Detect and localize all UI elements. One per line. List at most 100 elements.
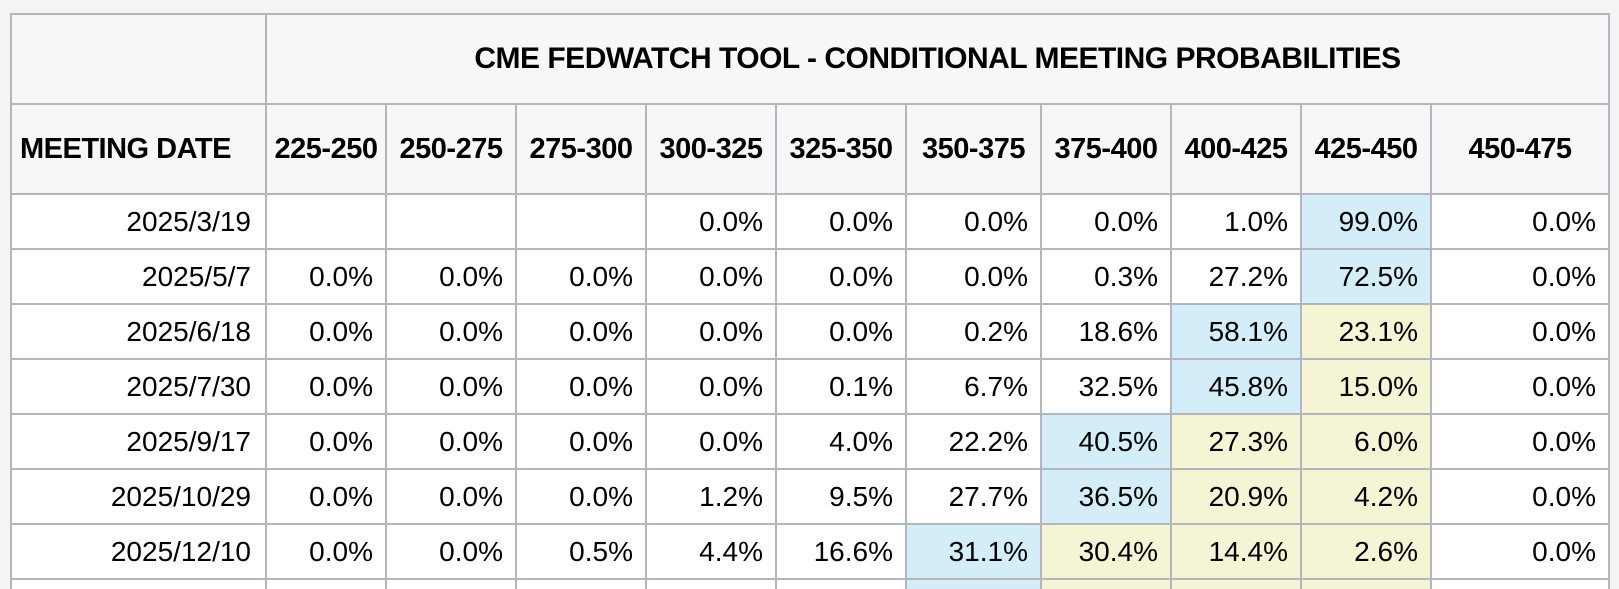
probability-cell: 27.2%: [1170, 248, 1302, 305]
meeting-date-cell: 2025/9/17: [10, 413, 267, 470]
probability-cell: 16.6%: [775, 523, 907, 580]
meeting-date-cell: 2025/12/10: [10, 523, 267, 580]
meeting-date-cell: [10, 578, 267, 589]
probability-cell: [385, 578, 517, 589]
probability-cell: [1170, 578, 1302, 589]
table-row: 2025/6/18 0.0% 0.0% 0.0% 0.0% 0.0% 0.2% 18.6% 58…: [10, 303, 1610, 360]
table-head: CME FEDWATCH TOOL - CONDITIONAL MEETING …: [10, 13, 1610, 195]
rate-range-header: 325-350: [775, 103, 907, 195]
probability-cell: 0.0%: [265, 413, 387, 470]
probability-cell: [1430, 578, 1610, 589]
probability-cell: 18.6%: [1040, 303, 1172, 360]
probability-cell: 99.0%: [1300, 193, 1432, 250]
probability-cell: 1.2%: [645, 468, 777, 525]
table-row-partial: [10, 578, 1610, 589]
probability-cell: 0.0%: [905, 248, 1042, 305]
probability-cell: 72.5%: [1300, 248, 1432, 305]
probability-cell: 6.0%: [1300, 413, 1432, 470]
probability-cell: 0.0%: [1430, 523, 1610, 580]
probability-cell: 0.2%: [905, 303, 1042, 360]
probability-cell: 0.0%: [1430, 248, 1610, 305]
table-row: 2025/7/30 0.0% 0.0% 0.0% 0.0% 0.1% 6.7% 32.5% 45…: [10, 358, 1610, 415]
rate-header-row: MEETING DATE 225-250 250-275 275-300 300-32…: [10, 103, 1610, 195]
probability-cell: 30.4%: [1040, 523, 1172, 580]
probability-cell: 0.0%: [645, 303, 777, 360]
probability-cell: [515, 578, 647, 589]
probability-cell: 20.9%: [1170, 468, 1302, 525]
probability-cell: [515, 193, 647, 250]
rate-range-header: 450-475: [1430, 103, 1610, 195]
probability-cell: 31.1%: [905, 523, 1042, 580]
probability-cell: [265, 578, 387, 589]
probability-cell: 40.5%: [1040, 413, 1172, 470]
probability-cell: 0.0%: [385, 248, 517, 305]
probability-cell: 0.0%: [515, 468, 647, 525]
probability-cell: [265, 193, 387, 250]
probability-cell: 14.4%: [1170, 523, 1302, 580]
probability-cell: 0.0%: [265, 248, 387, 305]
probability-cell: 27.3%: [1170, 413, 1302, 470]
probability-cell: 0.0%: [645, 193, 777, 250]
meeting-date-cell: 2025/6/18: [10, 303, 267, 360]
probability-cell: 0.0%: [265, 303, 387, 360]
table-row: 2025/12/10 0.0% 0.0% 0.5% 4.4% 16.6% 31.1% 30.4…: [10, 523, 1610, 580]
rate-range-header: 225-250: [265, 103, 387, 195]
probability-cell: 0.0%: [1430, 413, 1610, 470]
title-row: CME FEDWATCH TOOL - CONDITIONAL MEETING …: [10, 13, 1610, 105]
probability-cell: 0.0%: [775, 248, 907, 305]
probability-cell: 0.0%: [515, 248, 647, 305]
meeting-date-cell: 2025/5/7: [10, 248, 267, 305]
probability-cell: 6.7%: [905, 358, 1042, 415]
probability-cell: [775, 578, 907, 589]
probability-cell: 4.2%: [1300, 468, 1432, 525]
probability-cell: 27.7%: [905, 468, 1042, 525]
probability-cell: 0.0%: [645, 248, 777, 305]
probability-cell: 32.5%: [1040, 358, 1172, 415]
probability-cell: 0.0%: [1040, 193, 1172, 250]
probability-cell: 1.0%: [1170, 193, 1302, 250]
probability-cell: 0.0%: [265, 468, 387, 525]
table-row: 2025/3/19 0.0% 0.0% 0.0% 0.0% 1.0% 99.0% 0.0%: [10, 193, 1610, 250]
probability-cell: 0.0%: [385, 303, 517, 360]
probability-cell: 0.0%: [1430, 468, 1610, 525]
table-row: 2025/9/17 0.0% 0.0% 0.0% 0.0% 4.0% 22.2% 40.5% 2…: [10, 413, 1610, 470]
corner-cell: [10, 13, 267, 105]
table-body: 2025/3/19 0.0% 0.0% 0.0% 0.0% 1.0% 99.0% 0.0% 20…: [10, 193, 1610, 589]
probability-cell: 0.0%: [265, 358, 387, 415]
probability-cell: 0.3%: [1040, 248, 1172, 305]
probability-cell: 0.0%: [645, 358, 777, 415]
probability-cell: 0.0%: [385, 358, 517, 415]
probability-cell: 0.0%: [775, 193, 907, 250]
probability-cell: 23.1%: [1300, 303, 1432, 360]
probability-cell: 0.0%: [385, 413, 517, 470]
probability-cell: 0.0%: [515, 358, 647, 415]
probability-cell: 4.0%: [775, 413, 907, 470]
probability-cell: 45.8%: [1170, 358, 1302, 415]
meeting-date-header: MEETING DATE: [10, 103, 267, 195]
probability-cell: 0.0%: [1430, 193, 1610, 250]
probability-cell: 0.0%: [645, 413, 777, 470]
probability-cell: 15.0%: [1300, 358, 1432, 415]
probability-cell: 0.0%: [515, 303, 647, 360]
probability-cell: [645, 578, 777, 589]
probability-cell: [385, 193, 517, 250]
meeting-date-cell: 2025/10/29: [10, 468, 267, 525]
probability-cell: [1300, 578, 1432, 589]
probability-cell: 0.0%: [1430, 358, 1610, 415]
table-row: 2025/10/29 0.0% 0.0% 0.0% 1.2% 9.5% 27.7% 36.5%…: [10, 468, 1610, 525]
probability-cell: 0.0%: [265, 523, 387, 580]
probability-cell: 0.0%: [905, 193, 1042, 250]
probability-cell: 9.5%: [775, 468, 907, 525]
probability-cell: 0.0%: [515, 413, 647, 470]
meeting-date-cell: 2025/3/19: [10, 193, 267, 250]
conditional-probabilities-table: CME FEDWATCH TOOL - CONDITIONAL MEETING …: [10, 13, 1610, 589]
probability-cell: 0.0%: [1430, 303, 1610, 360]
rate-range-header: 375-400: [1040, 103, 1172, 195]
probability-cell: 0.0%: [775, 303, 907, 360]
table-title: CME FEDWATCH TOOL - CONDITIONAL MEETING …: [265, 13, 1610, 105]
probability-cell: 36.5%: [1040, 468, 1172, 525]
probability-cell: [1040, 578, 1172, 589]
table-row: 2025/5/7 0.0% 0.0% 0.0% 0.0% 0.0% 0.0% 0.3% 27.2…: [10, 248, 1610, 305]
probability-cell: [905, 578, 1042, 589]
